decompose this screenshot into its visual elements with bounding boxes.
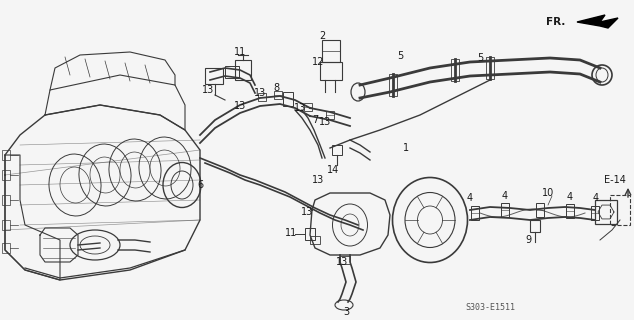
Bar [595, 200, 617, 224]
Text: 11: 11 [285, 228, 297, 238]
Bar [566, 204, 574, 218]
Text: 4: 4 [593, 193, 599, 203]
Text: 7: 7 [312, 115, 318, 125]
Bar [486, 57, 494, 79]
Bar [310, 236, 320, 244]
Bar [274, 91, 282, 99]
Text: 2: 2 [319, 31, 325, 41]
Text: 13: 13 [301, 207, 313, 217]
Bar [283, 92, 293, 106]
Text: 1: 1 [403, 143, 409, 153]
Text: 5: 5 [397, 51, 403, 61]
Text: E-14: E-14 [604, 175, 626, 185]
Text: 3: 3 [343, 307, 349, 317]
Text: FR.: FR. [546, 17, 565, 27]
Bar [2, 243, 10, 253]
Polygon shape [577, 15, 618, 28]
Bar [610, 195, 630, 225]
Bar [451, 59, 459, 81]
Text: 4: 4 [467, 193, 473, 203]
Text: 4: 4 [502, 191, 508, 201]
Text: 10: 10 [542, 188, 554, 198]
Bar [320, 62, 342, 80]
Text: 8: 8 [273, 83, 279, 93]
Bar [205, 68, 223, 84]
Bar [2, 150, 10, 160]
Bar [258, 93, 266, 101]
Bar [471, 206, 479, 220]
Bar [235, 60, 251, 80]
Text: 13: 13 [312, 175, 324, 185]
Text: 5: 5 [477, 53, 483, 63]
Text: 4: 4 [567, 192, 573, 202]
Text: 13: 13 [336, 257, 348, 267]
Bar [389, 74, 397, 96]
Text: 11: 11 [234, 47, 246, 57]
Text: 13: 13 [202, 85, 214, 95]
Text: 13: 13 [294, 103, 306, 113]
Text: 13: 13 [254, 88, 266, 98]
Bar [2, 170, 10, 180]
Bar [305, 228, 315, 240]
Bar [501, 203, 509, 217]
Bar [591, 206, 599, 220]
Bar [2, 220, 10, 230]
Text: 13: 13 [319, 117, 331, 127]
Text: 6: 6 [197, 180, 203, 190]
Text: 14: 14 [327, 165, 339, 175]
Text: S303-E1511: S303-E1511 [465, 303, 515, 313]
Bar [304, 103, 312, 111]
Text: 13: 13 [234, 101, 246, 111]
Bar [225, 66, 239, 78]
Bar [2, 195, 10, 205]
Bar [530, 220, 540, 232]
Bar [340, 256, 350, 264]
Bar [322, 40, 340, 62]
Bar [332, 145, 342, 155]
Bar [536, 203, 544, 217]
Text: 9: 9 [525, 235, 531, 245]
Text: 12: 12 [312, 57, 324, 67]
Bar [326, 111, 334, 119]
